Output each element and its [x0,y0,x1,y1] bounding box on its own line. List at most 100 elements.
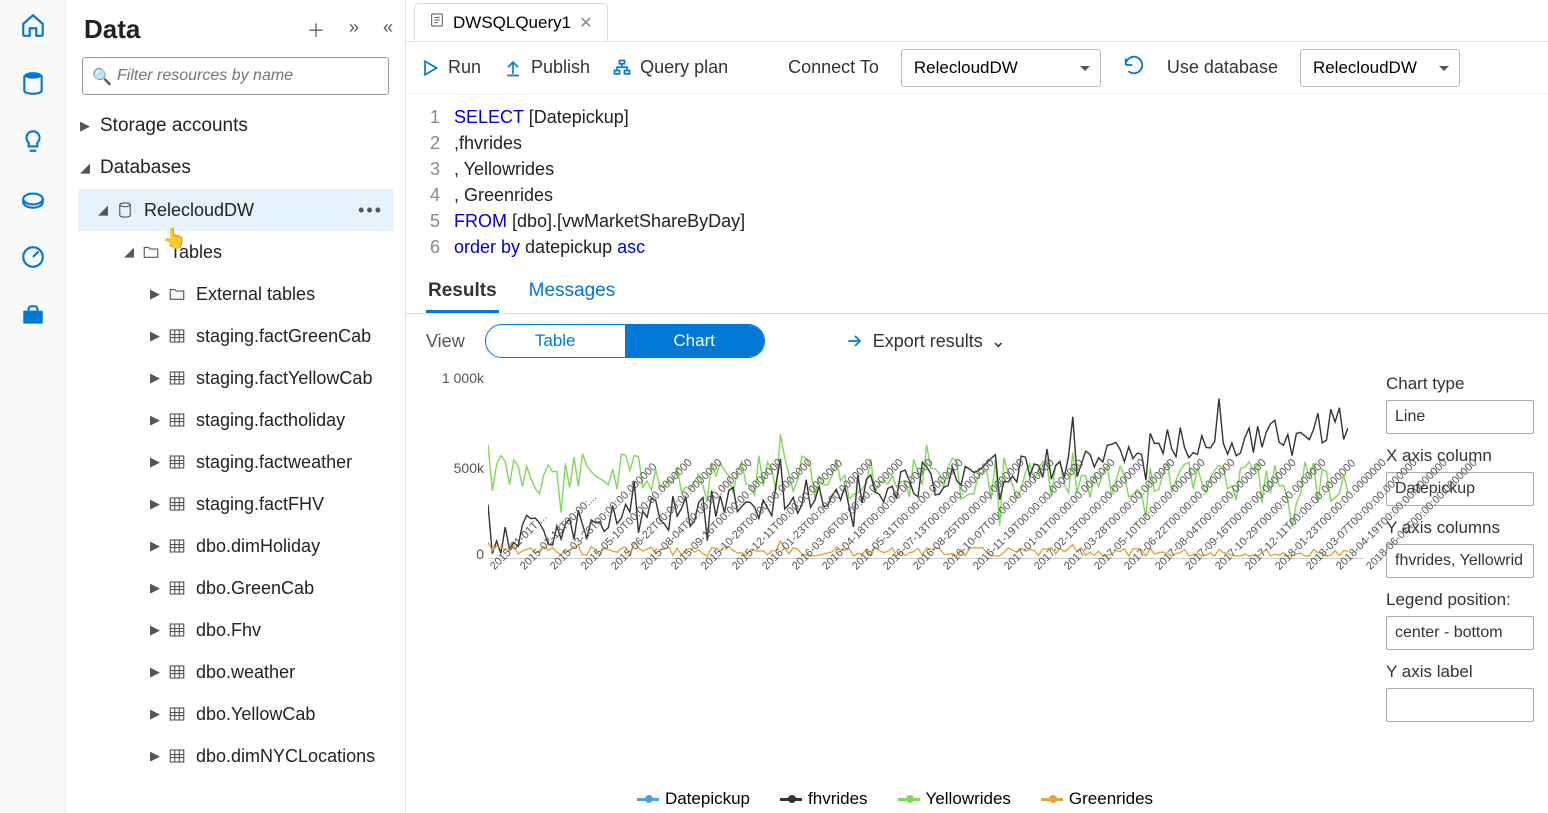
table-name: dbo.weather [196,662,295,683]
tab-results[interactable]: Results [426,270,499,313]
lightbulb-icon[interactable] [18,126,48,156]
use-database-dropdown[interactable]: RelecloudDW [1300,49,1460,87]
tree-label: RelecloudDW [144,200,254,221]
table-icon [168,327,188,345]
add-icon[interactable]: ＋ [307,17,325,43]
table-icon [168,747,188,765]
sidebar-title: Data [84,14,140,45]
y-axis-field[interactable]: fhvrides, Yellowrid [1386,544,1534,578]
y-axis-label: 0 [476,546,484,562]
tree-table-item[interactable]: ▶dbo.YellowCab [78,693,393,735]
tree-table-item[interactable]: ▶dbo.Fhv [78,609,393,651]
tree-table-item[interactable]: ▶dbo.dimNYCLocations [78,735,393,777]
folder-icon [168,285,188,303]
toolbox-icon[interactable] [18,300,48,330]
table-name: staging.factYellowCab [196,368,372,389]
query-toolbar: Run Publish Query plan Connect To Relecl… [406,42,1548,94]
chart-area: 1 000k500k0 2015-01-01T ...2015-02-13T00… [406,368,1548,813]
tree-table-item[interactable]: ▶staging.factFHV [78,483,393,525]
table-name: dbo.Fhv [196,620,261,641]
tree-label: Storage accounts [100,115,248,137]
tree-table-item[interactable]: ▶dbo.GreenCab [78,567,393,609]
tree-db-relecloud[interactable]: ◢ RelecloudDW ••• [78,189,393,231]
tab-label: DWSQLQuery1 [453,13,571,33]
run-button[interactable]: Run [420,57,481,78]
more-icon[interactable]: ••• [358,200,383,221]
table-icon [168,537,188,555]
view-toggle: Table Chart [485,324,765,358]
chart-type-label: Chart type [1386,374,1534,394]
tree-label: External tables [196,284,315,305]
folder-icon [142,243,162,261]
table-icon [168,621,188,639]
collapse-icon[interactable]: « [383,17,393,43]
pool-icon[interactable] [18,184,48,214]
table-name: staging.factweather [196,452,352,473]
table-name: dbo.GreenCab [196,578,314,599]
table-name: dbo.YellowCab [196,704,315,725]
tree-storage-accounts[interactable]: ▶Storage accounts [78,105,393,147]
refresh-icon[interactable] [1123,54,1145,81]
export-label: Export results [873,331,983,352]
publish-button[interactable]: Publish [503,57,590,78]
sql-editor[interactable]: 123456 SELECT [Datepickup],fhvrides, Yel… [406,94,1548,270]
tree-table-item[interactable]: ▶staging.factYellowCab [78,357,393,399]
table-name: dbo.dimNYCLocations [196,746,375,767]
chart-canvas: 1 000k500k0 2015-01-01T ...2015-02-13T00… [426,368,1364,805]
tree-external-tables[interactable]: ▶ External tables [78,273,393,315]
legend-pos-label: Legend position: [1386,590,1534,610]
view-chart-button[interactable]: Chart [625,325,764,357]
legend-item: Yellowrides [898,789,1011,809]
queryplan-button[interactable]: Query plan [612,57,728,78]
table-icon [168,369,188,387]
connect-to-label: Connect To [788,57,879,78]
export-results-button[interactable]: Export results ⌄ [845,331,1006,352]
chart-legend: Datepickup fhvrides Yellowrides Greenrides [426,789,1364,809]
run-label: Run [448,57,481,78]
legend-item: Datepickup [637,789,750,809]
tree-table-item[interactable]: ▶staging.factholiday [78,399,393,441]
view-table-button[interactable]: Table [486,325,625,357]
gauge-icon[interactable] [18,242,48,272]
table-icon [168,411,188,429]
table-icon [168,705,188,723]
code-body: SELECT [Datepickup],fhvrides, Yellowride… [454,104,1548,260]
nav-rail [0,0,66,813]
tree-table-item[interactable]: ▶staging.factGreenCab [78,315,393,357]
script-icon [429,12,445,33]
expand-icon[interactable]: » [349,17,359,43]
tree-table-item[interactable]: ▶dbo.dimHoliday [78,525,393,567]
y-label-label: Y axis label [1386,662,1534,682]
tree-databases[interactable]: ◢Databases [78,147,393,189]
legend-item: fhvrides [780,789,868,809]
y-label-field[interactable] [1386,688,1534,722]
data-sidebar: Data ＋ » « 🔍 ▶Storage accounts ◢Database… [66,0,406,813]
table-icon [168,579,188,597]
use-database-label: Use database [1167,57,1278,78]
table-icon [168,453,188,471]
editor-tab[interactable]: DWSQLQuery1 ✕ [414,3,608,41]
filter-input[interactable] [82,57,389,95]
tree-label: Databases [100,157,191,179]
dropdown-value: RelecloudDW [1313,58,1417,78]
result-tabs: Results Messages [406,270,1548,314]
x-axis-ticks: 2015-01-01T ...2015-02-13T00:00:...2015-… [488,564,1364,704]
tree-table-item[interactable]: ▶staging.factweather [78,441,393,483]
chart-options: Chart type Line X axis column Datepickup… [1364,368,1534,805]
tree-label: Tables [170,242,222,263]
chart-type-field[interactable]: Line [1386,400,1534,434]
dropdown-value: RelecloudDW [914,58,1018,78]
view-label: View [426,331,465,352]
search-icon: 🔍 [92,67,112,87]
tree-tables-folder[interactable]: ◢ Tables [78,231,393,273]
database-icon[interactable] [18,68,48,98]
tree-table-item[interactable]: ▶dbo.weather [78,651,393,693]
legend-pos-field[interactable]: center - bottom [1386,616,1534,650]
result-toolbar: View Table Chart Export results ⌄ [406,314,1548,368]
legend-item: Greenrides [1041,789,1153,809]
tab-messages[interactable]: Messages [527,270,618,313]
connect-to-dropdown[interactable]: RelecloudDW [901,49,1101,87]
close-tab-icon[interactable]: ✕ [579,13,592,33]
home-icon[interactable] [18,10,48,40]
y-axis-label: 500k [454,460,484,476]
